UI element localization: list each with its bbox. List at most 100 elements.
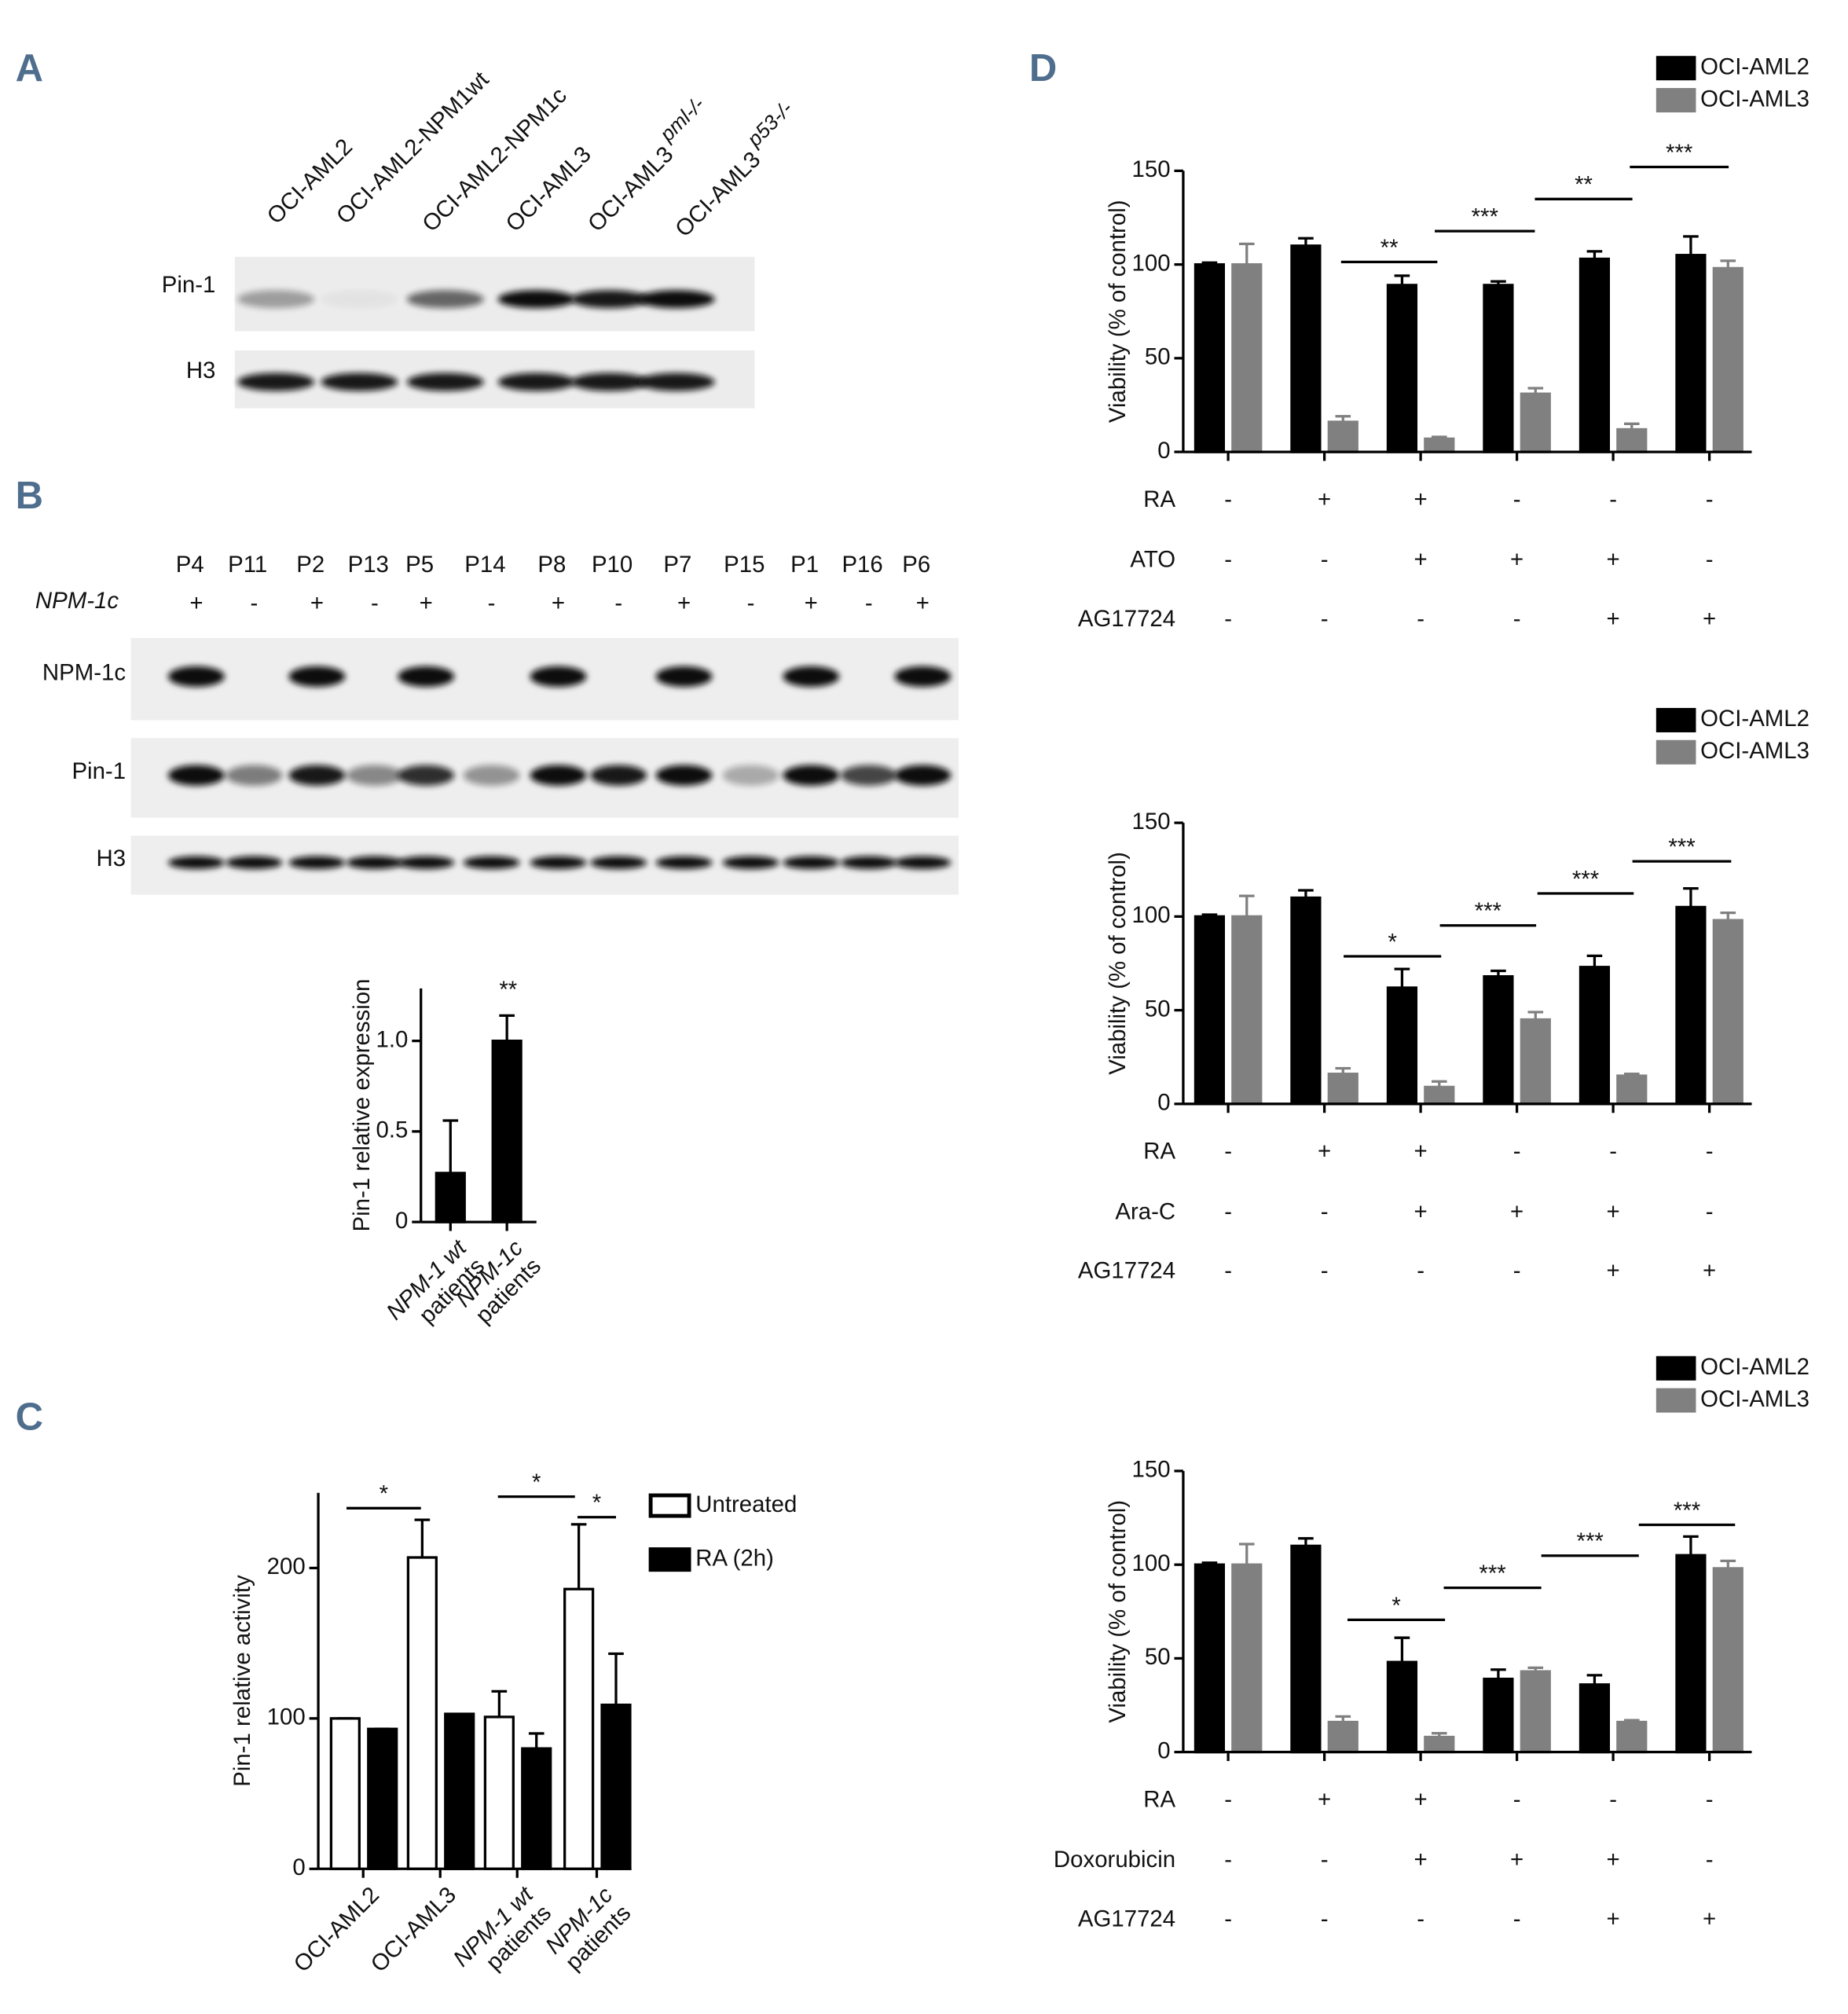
condition-label: AG17724 xyxy=(1078,1906,1175,1931)
condition-label: AG17724 xyxy=(1078,1258,1175,1284)
bar xyxy=(1424,437,1455,453)
significance-label: ** xyxy=(499,977,517,1003)
band xyxy=(321,372,398,391)
condition-mark: - xyxy=(1513,486,1521,512)
band xyxy=(288,765,346,786)
condition-mark: - xyxy=(1417,1906,1424,1931)
y-tick-label: 0.5 xyxy=(376,1117,409,1143)
condition-mark: - xyxy=(1321,1258,1329,1284)
bar xyxy=(491,1040,522,1223)
lane-superscript: p53-/- xyxy=(742,97,797,152)
lane-label: P7 xyxy=(663,552,691,578)
band xyxy=(894,856,952,869)
bar xyxy=(600,1703,632,1870)
band xyxy=(463,765,520,786)
band xyxy=(894,765,952,786)
y-tick-label: 150 xyxy=(1132,1457,1171,1483)
error-bar xyxy=(1394,967,1410,988)
lane-label: P2 xyxy=(296,552,324,578)
band xyxy=(530,765,587,786)
condition-mark: + xyxy=(1703,606,1716,632)
significance-label: *** xyxy=(1479,1561,1505,1587)
legend-label: OCI-AML3 xyxy=(1700,738,1810,764)
significance-label: ** xyxy=(1575,172,1593,198)
bar xyxy=(434,1172,466,1223)
y-tick-label: 0 xyxy=(1157,438,1170,464)
bar xyxy=(1578,257,1611,453)
lane-name: OCI-AML3 xyxy=(670,146,766,242)
bar xyxy=(329,1717,361,1870)
legend-swatch xyxy=(1656,1356,1696,1381)
error-bar xyxy=(499,1014,515,1041)
condition-mark: + xyxy=(1414,486,1428,512)
condition-mark: + xyxy=(1318,1139,1331,1165)
condition-mark: - xyxy=(1321,1847,1329,1873)
y-tick-label: 50 xyxy=(1145,1644,1171,1670)
error-bar xyxy=(1490,1668,1506,1679)
legend-swatch xyxy=(1656,56,1696,81)
lane-label: P13 xyxy=(348,552,389,578)
lane-status: + xyxy=(310,590,324,616)
lane-status: + xyxy=(552,590,565,616)
condition-mark: + xyxy=(1607,606,1620,632)
y-axis-label: Pin-1 relative activity xyxy=(229,1575,255,1787)
lane-label: P14 xyxy=(464,552,505,578)
band xyxy=(590,856,647,869)
condition-mark: + xyxy=(1510,1847,1524,1873)
error-bar xyxy=(1238,894,1255,917)
band xyxy=(497,290,575,309)
condition-mark: - xyxy=(1609,1786,1617,1812)
condition-mark: - xyxy=(1224,1139,1232,1165)
bar xyxy=(1616,427,1648,453)
condition-mark: - xyxy=(1224,1847,1232,1873)
band xyxy=(570,290,648,309)
band xyxy=(167,666,225,687)
condition-mark: - xyxy=(1321,1906,1329,1931)
bar xyxy=(1578,966,1611,1106)
condition-mark: - xyxy=(1513,606,1521,632)
band xyxy=(783,856,840,869)
error-bar xyxy=(491,1689,508,1717)
lane-status: - xyxy=(251,590,258,616)
significance-label: *** xyxy=(1674,1498,1700,1524)
bar xyxy=(1483,284,1514,453)
lane-name: OCI-AML2-NPM1wt xyxy=(332,67,494,229)
bar xyxy=(1675,1554,1707,1754)
condition-mark: + xyxy=(1510,547,1524,573)
bar xyxy=(1290,1544,1322,1754)
panel-label: D xyxy=(1029,47,1057,90)
significance-label: * xyxy=(380,1481,388,1507)
legend-label: OCI-AML3 xyxy=(1700,1386,1810,1412)
legend-swatch xyxy=(1656,88,1696,113)
y-tick-label: 50 xyxy=(1145,344,1171,370)
condition-mark: + xyxy=(1414,1786,1428,1812)
lane-status: + xyxy=(189,590,203,616)
error-bar xyxy=(1586,954,1603,967)
lane-label: OCI-AML2-NPM1wt xyxy=(332,67,494,229)
error-bar xyxy=(1394,1636,1410,1663)
significance-label: * xyxy=(1392,1593,1400,1619)
lane-label: P8 xyxy=(537,552,566,578)
significance-label: *** xyxy=(1572,866,1599,892)
lane-label: P15 xyxy=(724,552,764,578)
lane-label: P4 xyxy=(176,552,204,578)
condition-mark: - xyxy=(1224,606,1232,632)
legend-label: OCI-AML3 xyxy=(1700,86,1810,112)
bar xyxy=(483,1715,515,1870)
legend-swatch xyxy=(1656,707,1696,732)
band xyxy=(167,765,225,786)
lane-name: OCI-AML3 xyxy=(583,141,679,237)
legend-swatch xyxy=(648,1493,691,1518)
lane-superscript: pml-/- xyxy=(654,92,709,146)
row-label: H3 xyxy=(96,846,126,871)
y-tick-label: 100 xyxy=(267,1704,306,1730)
bar xyxy=(1231,1563,1263,1754)
lane-status: + xyxy=(805,590,818,616)
condition-mark: - xyxy=(1706,1786,1714,1812)
bar xyxy=(1520,392,1551,453)
band xyxy=(590,765,647,786)
band xyxy=(497,372,575,391)
condition-mark: - xyxy=(1224,486,1232,512)
condition-mark: - xyxy=(1706,547,1714,573)
bar xyxy=(1712,266,1744,453)
